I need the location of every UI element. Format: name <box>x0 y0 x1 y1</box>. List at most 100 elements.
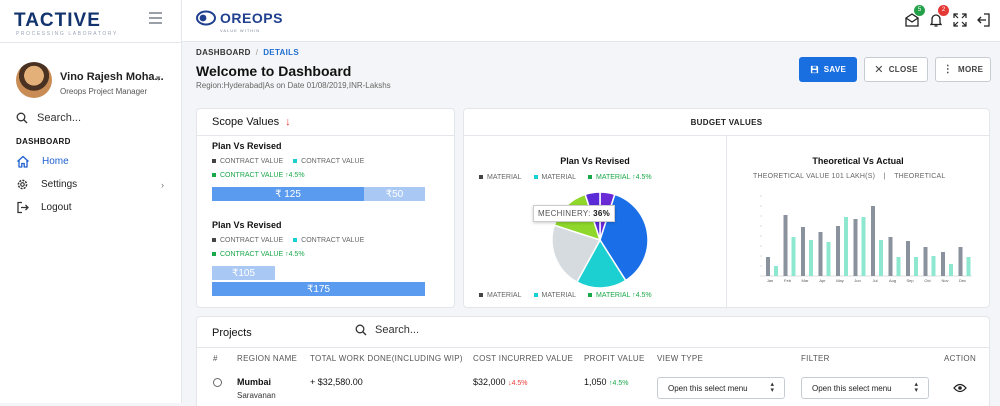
divider <box>197 135 454 136</box>
bar[interactable] <box>896 257 901 276</box>
chevron-down-icon[interactable]: ▾ <box>156 73 161 83</box>
select-value: Open this select menu <box>668 383 748 393</box>
divider <box>0 42 182 43</box>
col-filter: FILTER <box>801 354 830 363</box>
more-button[interactable]: ⋮ MORE <box>935 57 991 82</box>
breadcrumb-dashboard[interactable]: DASHBOARD <box>196 48 251 57</box>
scope-values-card: Scope Values ↓ Plan Vs Revised CONTRACT … <box>196 108 455 308</box>
pie-legend-top: MATERIAL MATERIAL MATERIAL ↑4.5% <box>479 174 652 181</box>
view-type-select[interactable]: Open this select menu ▴ ▾ <box>657 377 785 399</box>
search-icon <box>355 324 367 336</box>
sidebar-item-label: Settings <box>41 179 78 190</box>
brand-name: OREOPS <box>220 10 283 26</box>
row-select-radio[interactable] <box>213 378 222 387</box>
eye-icon <box>953 383 967 393</box>
scope-bar: ₹175 <box>212 282 425 296</box>
more-label: MORE <box>958 65 984 74</box>
breadcrumb: DASHBOARD / DETAILS <box>196 48 299 57</box>
profit-value: 1,050 ↑4.5% <box>584 377 629 387</box>
scope-bar: ₹50 <box>364 187 425 201</box>
user-name[interactable]: Vino Rajesh Moha... <box>60 71 164 83</box>
bar[interactable] <box>783 215 788 276</box>
theo-legend: THEORETICAL VALUE 101 LAKH(S) | THEORETI… <box>753 173 946 180</box>
bar[interactable] <box>888 237 893 276</box>
block-heading: Plan Vs Revised <box>212 220 282 230</box>
bar[interactable] <box>818 232 823 276</box>
bar[interactable] <box>941 252 945 276</box>
bar[interactable] <box>931 256 936 276</box>
region-name: Mumbai <box>237 377 272 387</box>
bar[interactable] <box>914 257 918 276</box>
bar[interactable] <box>809 240 813 276</box>
search-input[interactable]: Search... <box>375 324 420 336</box>
col-profit[interactable]: PROFIT VALUE <box>584 354 645 363</box>
bar[interactable] <box>844 217 848 276</box>
legend-item: CONTRACT VALUE <box>293 158 364 165</box>
more-vertical-icon: ⋮ <box>942 64 954 75</box>
breadcrumb-details[interactable]: DETAILS <box>263 48 299 57</box>
save-button[interactable]: SAVE <box>799 57 857 82</box>
sidebar: TACTIVE PROCESSING LABORATORY Vino Rajes… <box>0 0 182 403</box>
legend-item: MATERIAL <box>533 292 576 299</box>
bell-badge: 2 <box>938 5 949 16</box>
x-tick-label: Mar <box>802 278 810 283</box>
bar[interactable] <box>791 237 796 276</box>
avatar[interactable] <box>16 62 52 98</box>
col-cost[interactable]: COST INCURRED VALUE <box>473 354 574 363</box>
mail-icon <box>905 13 919 27</box>
bar[interactable] <box>949 264 953 276</box>
x-tick-label: Oct <box>924 278 931 283</box>
close-button[interactable]: ✕ CLOSE <box>864 57 928 82</box>
x-tick-label: May <box>836 278 844 283</box>
bar[interactable] <box>871 206 875 276</box>
projects-title: Projects <box>212 327 252 339</box>
pie-slice[interactable] <box>551 224 602 284</box>
notifications-button[interactable]: 2 <box>928 5 949 28</box>
mail-badge: 5 <box>914 5 925 16</box>
sidebar-item-logout[interactable]: Logout <box>16 201 164 214</box>
sidebar-item-settings[interactable]: Settings › <box>16 178 164 191</box>
fullscreen-button[interactable] <box>952 12 968 28</box>
bar[interactable] <box>766 257 770 276</box>
col-work-done[interactable]: TOTAL WORK DONE(INCLUDING WIP) <box>310 354 463 363</box>
bell-icon <box>929 14 943 27</box>
pie-slice[interactable] <box>575 238 627 289</box>
legend-item: MATERIAL ↑4.5% <box>588 174 652 181</box>
bar[interactable] <box>966 257 971 276</box>
bar[interactable] <box>774 266 778 276</box>
floppy-icon <box>810 65 818 74</box>
col-index: # <box>213 354 218 363</box>
budget-title: BUDGET VALUES <box>464 109 989 136</box>
view-action-button[interactable] <box>953 380 967 398</box>
menu-toggle-icon[interactable] <box>149 12 162 24</box>
chevron-right-icon: › <box>161 179 164 190</box>
mail-button[interactable]: 5 <box>904 5 925 28</box>
bar[interactable] <box>853 219 858 276</box>
projects-search[interactable]: Search... <box>355 324 419 336</box>
bar[interactable] <box>801 227 805 276</box>
scope-title-text: Scope Values <box>212 116 280 128</box>
bar[interactable] <box>879 240 883 276</box>
bar[interactable] <box>826 242 831 276</box>
search-icon <box>16 112 28 124</box>
projects-card: Projects Search... # REGION NAME TOTAL W… <box>196 316 990 406</box>
filter-select[interactable]: Open this select menu ▴ ▾ <box>801 377 929 399</box>
bar[interactable] <box>861 217 866 276</box>
search-input[interactable]: Search... <box>37 112 82 124</box>
bar[interactable] <box>906 241 910 276</box>
sidebar-search[interactable]: Search... <box>16 112 81 124</box>
x-tick-label: Aug <box>889 278 896 283</box>
x-tick-label: Sep <box>906 278 914 283</box>
manager-name: Saravanan <box>237 391 276 400</box>
sidebar-item-home[interactable]: Home <box>16 155 164 168</box>
col-region[interactable]: REGION NAME <box>237 354 298 363</box>
bar[interactable] <box>923 247 928 276</box>
scope-legend-change: CONTRACT VALUE ↑4.5% <box>212 251 305 258</box>
theo-title: Theoretical Vs Actual <box>812 156 904 166</box>
exit-button[interactable] <box>976 12 992 28</box>
bar[interactable] <box>836 226 840 276</box>
x-tick-label: Nov <box>941 278 948 283</box>
bar[interactable] <box>958 247 963 276</box>
x-tick-label: Jan <box>767 278 773 283</box>
oreops-logo: OREOPS <box>196 10 283 26</box>
